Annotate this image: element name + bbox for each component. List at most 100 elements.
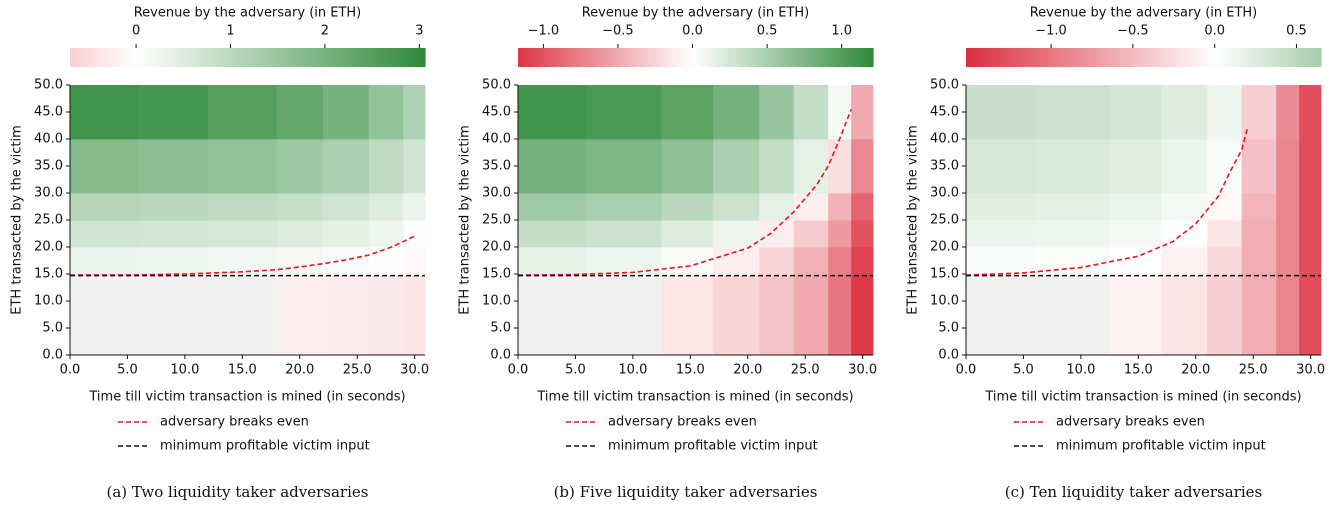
colorbar-swatch [671,48,676,67]
colorbar-swatch [986,48,991,67]
y-tick-label: 15.0 [930,267,959,282]
colorbar-swatch [1294,48,1298,67]
x-tick-label: 25.0 [791,363,820,378]
y-tick-label: 10.0 [482,294,511,309]
heatmap-cell [793,247,829,277]
colorbar-swatch [1282,48,1287,67]
colorbar-swatch [1258,48,1263,67]
heatmap-cell [759,139,795,194]
legend-label: minimum profitable victim input [1056,439,1266,454]
colorbar-swatch [1054,48,1059,67]
colorbar-swatch [422,48,426,67]
x-tick-label: 5.0 [565,363,586,378]
heatmap-cell [70,139,140,194]
colorbar-swatch [816,48,821,67]
colorbar-swatch [185,48,189,67]
colorbar-swatch [840,48,845,67]
colorbar-swatch [977,48,982,67]
heatmap-cell [793,220,829,248]
y-tick-label: 0.0 [42,348,63,363]
colorbar-swatch [1081,48,1085,67]
colorbar-swatch [1273,48,1278,67]
legend-label: adversary breaks even [1056,415,1205,430]
colorbar-swatch [356,48,361,67]
colorbar-swatch [654,48,658,67]
y-tick-label: 35.0 [930,159,959,174]
colorbar-swatch [615,48,620,67]
colorbar-swatch [1090,48,1094,67]
heatmap-cell [1299,275,1322,356]
colorbar-swatch [722,48,726,67]
colorbar-swatch [858,48,862,67]
colorbar-swatch [114,48,118,67]
colorbar-swatch [846,48,850,67]
colorbar-swatch [1010,48,1014,67]
colorbar-swatch [291,48,296,67]
colorbar-swatch [300,48,305,67]
colorbar-swatch [1199,48,1204,67]
heatmap-cell [1241,220,1277,248]
colorbar-swatch [1128,48,1133,67]
heatmap-cell [207,193,278,221]
colorbar-swatch [398,48,402,67]
colorbar-swatch [998,48,1003,67]
heatmap-cell [1161,193,1208,221]
colorbar-swatch [580,48,584,67]
heatmap-cell [518,85,588,140]
colorbar-swatch [336,48,340,67]
colorbar-swatch [662,48,667,67]
colorbar-swatch [345,48,349,67]
x-tick-label: 15.0 [228,363,257,378]
legend-label: adversary breaks even [160,415,309,430]
heatmap-cell [851,139,874,194]
x-tick-label: 30.0 [1296,363,1325,378]
heatmap-cell [368,247,404,277]
heatmap-cell [966,247,1036,277]
heatmap-cell [403,85,426,140]
y-tick-label: 30.0 [482,186,511,201]
heatmap-cell [70,247,140,277]
colorbar-swatch [594,48,599,67]
heatmap-cell [586,139,663,194]
colorbar-swatch [315,48,320,67]
colorbar-swatch [1075,48,1080,67]
colorbar-swatch [1131,48,1136,67]
heatmap-cell [368,139,404,194]
colorbar-swatch [831,48,836,67]
x-tick-label: 0.0 [60,363,81,378]
colorbar-swatch [1241,48,1245,67]
heatmap-cell [70,193,140,221]
colorbar-swatch [348,48,352,67]
colorbar-swatch [75,48,80,67]
heatmap-cell [368,85,404,140]
colorbar-swatch [265,48,269,67]
colorbar-swatch [146,48,151,67]
colorbar-swatch [333,48,337,67]
colorbar-swatch [751,48,756,67]
colorbar-swatch [796,48,800,67]
heatmap-cell [713,220,760,248]
heatmap-cell [828,193,852,221]
heatmap-cell [322,139,370,194]
colorbar-swatch [111,48,115,67]
colorbar-swatch [810,48,815,67]
colorbar-swatch [324,48,328,67]
heatmap-cell [759,85,795,140]
colorbar-swatch [380,48,385,67]
colorbar-swatch [220,48,225,67]
colorbar-swatch [200,48,204,67]
colorbar-swatch [389,48,394,67]
colorbar-swatch [1223,48,1227,67]
heatmap-cell [1034,247,1111,277]
x-tick-label: 5.0 [1013,363,1034,378]
colorbar-swatch [1028,48,1032,67]
colorbar-swatch [253,48,257,67]
heatmap-cell [713,247,760,277]
heatmap-cell [851,275,874,356]
colorbar-swatch [1149,48,1153,67]
colorbar-swatch [983,48,988,67]
colorbar-swatch [1087,48,1091,67]
colorbar-tick-label: −1.0 [1035,24,1067,39]
colorbar-swatch [1214,48,1219,67]
